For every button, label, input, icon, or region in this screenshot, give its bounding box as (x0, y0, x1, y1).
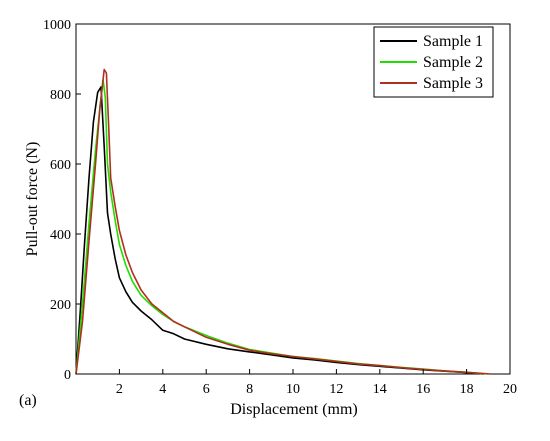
x-tick-label: 8 (246, 382, 253, 397)
y-tick-label: 0 (64, 368, 71, 383)
x-tick-label: 4 (159, 382, 166, 397)
legend-label-sample-1: Sample 1 (423, 33, 483, 50)
y-tick-label: 400 (50, 228, 71, 243)
legend-label-sample-3: Sample 3 (423, 75, 483, 92)
series-line-sample-3 (75, 68, 491, 375)
x-tick-label: 6 (203, 382, 210, 397)
x-tick-label: 2 (116, 382, 123, 397)
y-tick-label: 600 (50, 158, 71, 173)
x-tick-label: 16 (416, 382, 430, 397)
y-tick-label: 200 (50, 298, 71, 313)
x-tick-label: 20 (503, 382, 517, 397)
y-tick-label: 800 (50, 88, 71, 103)
x-axis-title: Displacement (mm) (230, 401, 358, 418)
legend: Sample 1 Sample 2 Sample 3 (373, 26, 494, 98)
x-axis-ticks: 2 4 6 8 10 12 14 16 18 20 (116, 369, 517, 397)
x-tick-label: 18 (460, 382, 474, 397)
x-tick-label: 10 (286, 382, 300, 397)
y-axis-ticks: 0 200 400 600 800 1000 (43, 18, 81, 383)
x-tick-label: 12 (329, 382, 343, 397)
legend-box (373, 26, 494, 98)
panel-label: (a) (19, 392, 37, 409)
y-tick-label: 1000 (43, 18, 71, 33)
x-tick-label: 14 (373, 382, 387, 397)
series-lines (75, 68, 491, 375)
legend-label-sample-2: Sample 2 (423, 54, 483, 71)
y-axis-title: Pull-out force (N) (24, 142, 41, 257)
